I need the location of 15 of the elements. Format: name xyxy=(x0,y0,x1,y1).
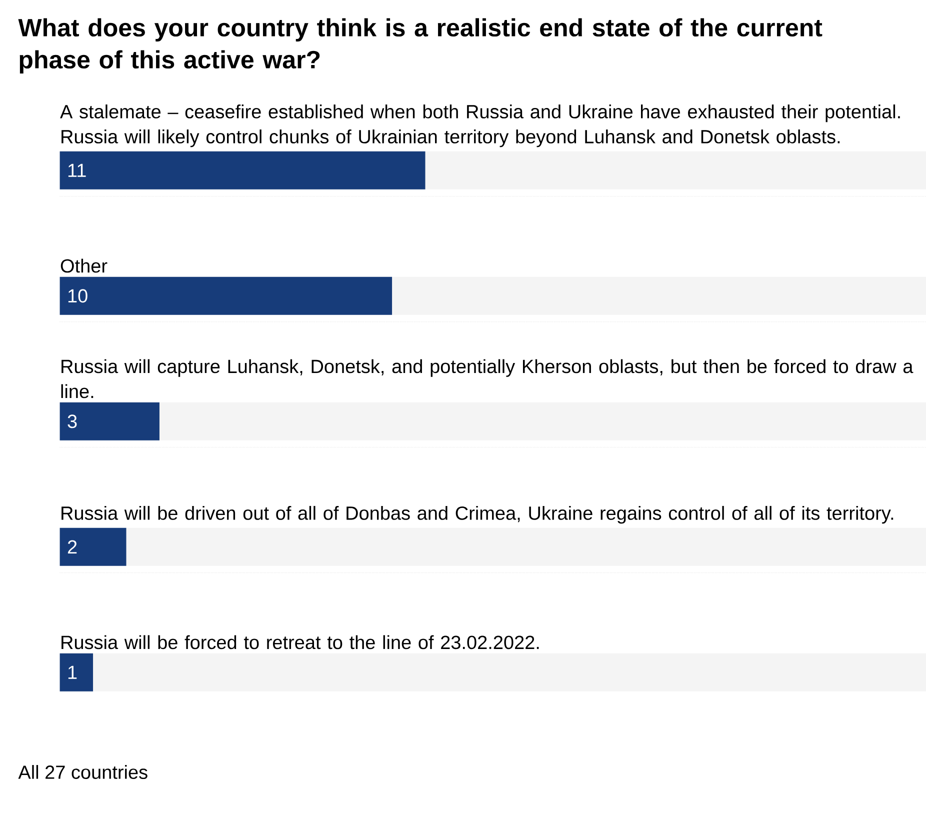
text: All 27 countries xyxy=(18,765,148,779)
y-tick-label: Russia will capture Luhansk, Donetsk, and potentially Kherson oblasts, but then be forced to draw a line. xyxy=(61,359,914,398)
y-tick-label: A stalemate – ceasefire established when both Russia and Ukraine have exhausted their potential. Russia will likely control chunks of Ukrainian territory beyond Luhansk and Donetsk oblasts. xyxy=(60,104,900,148)
data-label: 10 xyxy=(68,289,88,303)
y-tick-label: Other xyxy=(60,258,108,273)
data-label: 11 xyxy=(68,164,86,177)
bar xyxy=(60,528,126,566)
y-tick-label: Russia will be driven out of all of Donbas and Crimea, Ukraine regains control of all of its territory. xyxy=(62,506,894,524)
bar xyxy=(60,653,94,692)
y-tick-label: Russia will be forced to retreat to the line of 23.02.2022. xyxy=(62,635,539,650)
data-label: 3 xyxy=(68,414,77,428)
chart-title: What does your country think is a realistic end state of the current phase of this active war? xyxy=(18,18,822,74)
data-label: 1 xyxy=(68,666,77,679)
data-label: 2 xyxy=(68,540,77,554)
bar xyxy=(60,402,160,440)
